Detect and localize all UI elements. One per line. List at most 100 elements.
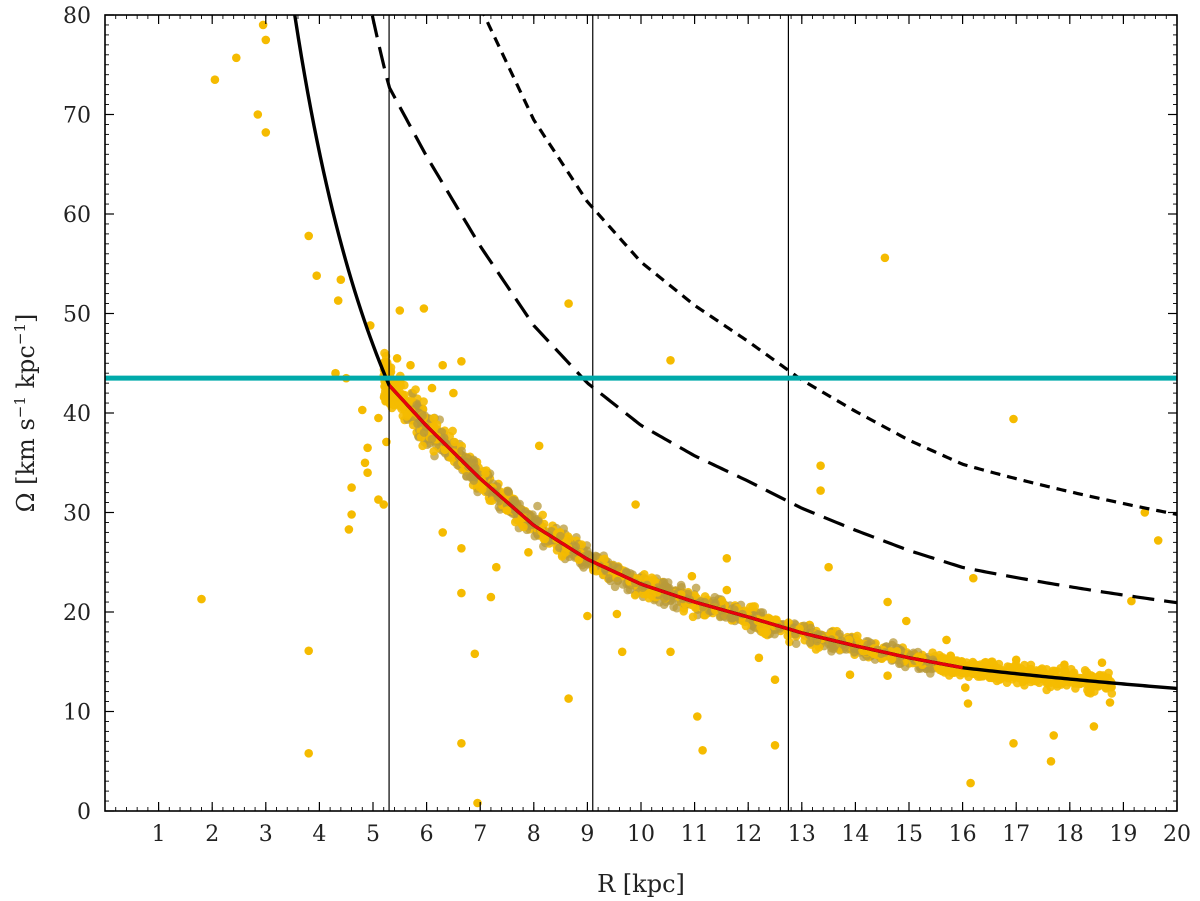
scatter-point — [469, 455, 478, 465]
scatter-point — [1105, 698, 1115, 707]
scatter-point — [845, 670, 855, 679]
scatter-point — [805, 638, 815, 647]
x-tick-label: 5 — [366, 822, 380, 847]
y-tick-label: 60 — [63, 203, 91, 228]
scatter-point — [1009, 414, 1018, 424]
scatter-point — [630, 590, 640, 600]
scatter-point — [665, 583, 674, 593]
scatter-point — [457, 357, 466, 366]
x-tick-label: 18 — [1056, 822, 1084, 847]
x-tick-label: 3 — [259, 822, 273, 847]
scatter-point — [1009, 739, 1018, 748]
x-tick-label: 15 — [895, 822, 923, 847]
y-axis-title-exp-2: −1 — [11, 323, 29, 345]
x-tick-label: 13 — [788, 822, 816, 847]
scatter-point — [600, 554, 609, 564]
scatter-point — [741, 621, 751, 631]
scatter-point — [666, 647, 675, 657]
scatter-point — [387, 403, 397, 413]
scatter-point — [395, 306, 405, 315]
y-tick-label: 70 — [63, 104, 91, 129]
y-axis-title-main: Ω [km s — [12, 418, 40, 512]
scatter-point — [887, 654, 897, 664]
scatter-point — [1011, 655, 1021, 665]
scatter-point — [1025, 675, 1035, 684]
scatter-point — [717, 596, 727, 606]
scatter-point — [829, 644, 838, 654]
scatter-point — [942, 635, 951, 645]
y-axis-title-close: ] — [12, 314, 40, 323]
scatter-point — [1049, 731, 1058, 740]
scatter-point — [457, 544, 466, 553]
scatter-point — [902, 616, 911, 626]
scatter-point — [770, 629, 779, 639]
scatter-point — [853, 631, 862, 641]
scatter-point — [403, 410, 413, 419]
scatter-point — [961, 683, 970, 692]
scatter-point — [687, 571, 697, 581]
scatter-point — [304, 231, 314, 241]
scatter-point — [966, 778, 975, 788]
scatter-point — [976, 672, 985, 681]
y-tick-label: 10 — [63, 701, 91, 726]
scatter-point — [261, 128, 271, 137]
scatter-point — [304, 646, 314, 656]
scatter-point — [564, 694, 573, 703]
scatter-point — [770, 741, 780, 750]
scatter-point — [947, 668, 957, 677]
fitted-rotation-curve — [387, 384, 963, 670]
axes: 1 2 3 4 5 6 7 8 9 10 11 12 13 14 15 16 17 18 19 20010203040… — [63, 4, 1191, 847]
scatter-point — [622, 567, 631, 576]
scatter-point — [429, 421, 439, 431]
scatter-point — [976, 660, 985, 669]
x-tick-label: 17 — [1002, 822, 1030, 847]
scatter-point — [754, 653, 764, 663]
rotation-curve-solid — [293, 15, 1177, 691]
scatter-point — [844, 635, 854, 645]
scatter-point — [331, 368, 340, 378]
scatter-point — [462, 471, 471, 481]
scatter-point — [889, 638, 898, 647]
scatter-point — [533, 501, 542, 511]
scatter-point — [470, 649, 480, 659]
scatter-point — [363, 468, 372, 478]
scatter-point — [824, 562, 833, 572]
scatter-point — [962, 658, 971, 667]
scatter-point — [883, 597, 892, 607]
scatter-point — [374, 413, 383, 423]
scatter-point — [381, 351, 391, 361]
y-tick-label: 50 — [63, 303, 91, 328]
scatter-point — [770, 675, 780, 684]
scatter-point — [486, 592, 496, 602]
x-tick-label: 1 — [152, 822, 166, 847]
scatter-point — [883, 671, 892, 680]
scatter-point — [1060, 660, 1069, 669]
scatter-point — [679, 607, 688, 616]
scatter-point — [457, 588, 466, 598]
scatter-point — [1037, 664, 1047, 673]
scatter-point — [758, 608, 768, 617]
scatter-point — [1048, 666, 1058, 676]
scatter-point — [427, 383, 437, 393]
x-tick-label: 2 — [205, 822, 219, 847]
scatter-point — [210, 75, 220, 84]
scatter-point — [438, 528, 448, 537]
scatter-point — [261, 35, 271, 45]
scatter-point — [583, 611, 592, 621]
scatter-point — [1026, 664, 1035, 674]
scatter-point — [381, 397, 390, 406]
scatter-point — [312, 271, 322, 281]
scatter-point — [604, 574, 614, 583]
scatter-point — [658, 579, 668, 588]
scatter-point — [816, 486, 825, 495]
scatter-point — [524, 548, 533, 557]
scatter-point — [963, 699, 973, 708]
scatter-point — [392, 354, 402, 363]
scatter-point — [336, 275, 346, 285]
scatter-point — [363, 443, 372, 453]
resonance-curve-short-dash — [482, 15, 1177, 516]
scatter-point — [412, 400, 422, 410]
scatter-point — [669, 602, 678, 612]
scatter-point — [612, 609, 622, 619]
scatter-point — [333, 296, 343, 305]
